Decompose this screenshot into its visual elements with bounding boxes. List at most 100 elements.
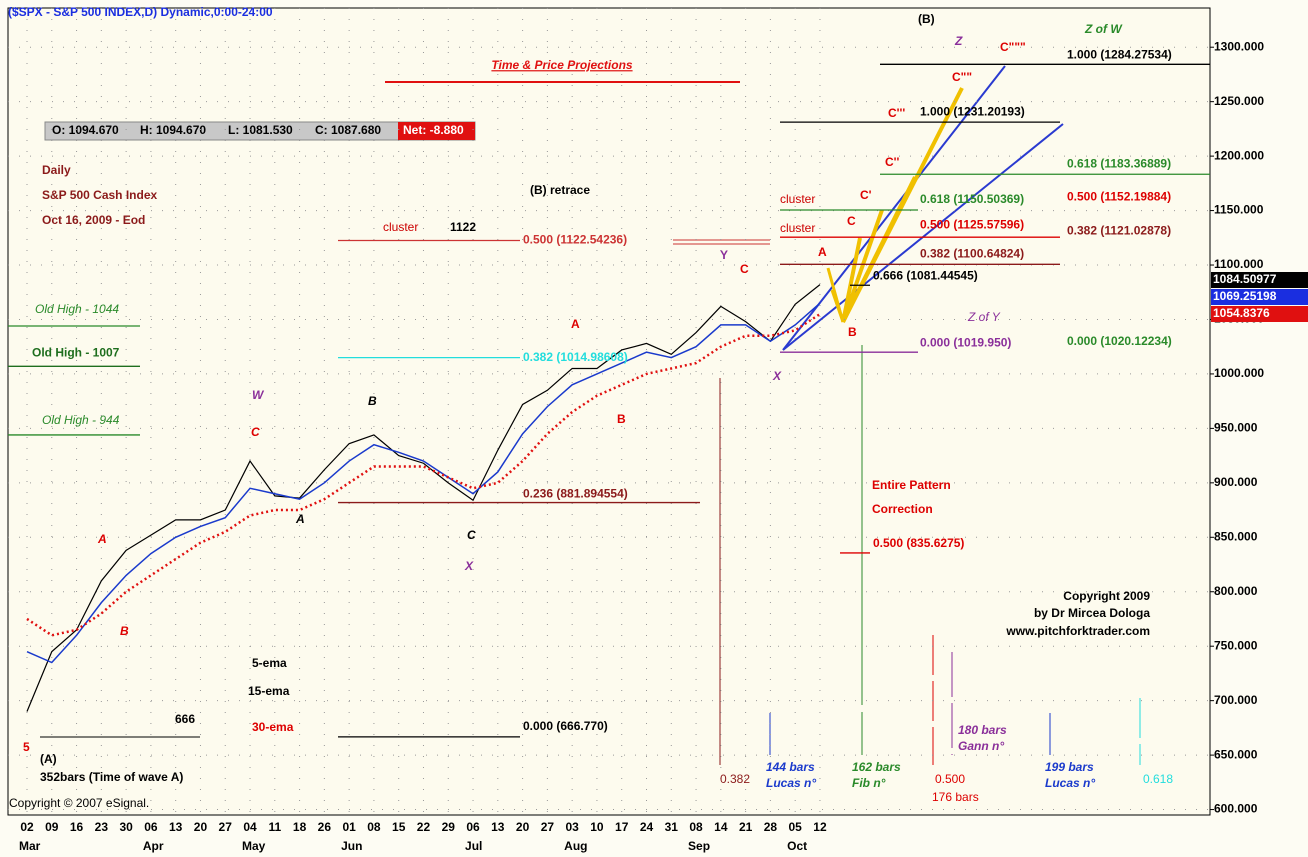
annotation: 352bars (Time of wave A) (40, 770, 183, 784)
annotation: A (97, 532, 107, 546)
legend-label: 5-ema (252, 656, 287, 670)
month-label: May (242, 839, 266, 853)
annotation: 180 bars (958, 723, 1007, 737)
x-tick-label: 22 (417, 820, 431, 834)
annotation: C''' (888, 106, 905, 120)
level-label: 0.500 (1125.57596) (920, 217, 1024, 231)
projection-arrow (782, 65, 1006, 351)
annotation: X (464, 559, 474, 573)
level-label: 0.618 (1183.36889) (1067, 156, 1171, 170)
ohlc-close: C: 1087.680 (315, 123, 381, 137)
annotation: C' (860, 188, 872, 202)
x-tick-label: 24 (640, 820, 654, 834)
x-tick-label: 08 (689, 820, 703, 834)
annotation: (B) retrace (530, 183, 590, 197)
annotation: Lucas n° (1045, 776, 1095, 790)
decorations (40, 65, 1141, 765)
annotation: (B) (918, 12, 935, 26)
x-tick-label: 20 (516, 820, 530, 834)
level-label: 0.500 (1122.54236) (523, 233, 627, 247)
annotation: Gann n° (958, 739, 1004, 753)
y-tick-label: 750.000 (1214, 638, 1258, 652)
y-tick-label: 900.000 (1214, 475, 1258, 489)
annotation: C (467, 528, 476, 542)
price-flag-label: 1069.25198 (1213, 289, 1277, 303)
annotation: 176 bars (932, 790, 979, 804)
x-tick-label: 06 (466, 820, 480, 834)
x-tick-label: 18 (293, 820, 307, 834)
ohlc-net: Net: -8.880 (403, 123, 464, 137)
annotation: 0.500 (935, 772, 965, 786)
month-label: Jul (465, 839, 482, 853)
esignal-copyright: Copyright © 2007 eSignal. (9, 796, 149, 810)
y-tick-label: 700.000 (1214, 693, 1258, 707)
annotation: W (252, 388, 265, 402)
annotation: 1122 (450, 220, 476, 234)
ohlc-open: O: 1094.670 (52, 123, 119, 137)
x-tick-label: 31 (665, 820, 679, 834)
x-tick-label: 26 (318, 820, 332, 834)
annotation: 199 bars (1045, 760, 1094, 774)
projection-arrow (841, 237, 862, 323)
month-label: Jun (341, 839, 362, 853)
level-label: Old High - 1044 (35, 302, 119, 316)
x-tick-label: 29 (442, 820, 456, 834)
level-label: 0.382 (1014.98608) (523, 350, 628, 364)
annotation: Correction (872, 502, 933, 516)
legend-label: 30-ema (252, 720, 294, 734)
series-line (26, 302, 821, 664)
annotation: C""" (1000, 40, 1026, 54)
annotation: C'' (885, 155, 900, 169)
annotation: Fib n° (852, 776, 886, 790)
info-line: Oct 16, 2009 - Eod (42, 213, 145, 227)
level-label: 1.000 (1284.27534) (1067, 48, 1172, 62)
y-tick-label: 1200.000 (1214, 148, 1264, 162)
level-label: 1.000 (1231.20193) (920, 104, 1025, 118)
level-label: 0.000 (666.770) (523, 719, 608, 733)
info-line: Daily (42, 163, 71, 177)
price-flag (1211, 306, 1308, 322)
x-tick-label: 12 (813, 820, 827, 834)
level-label: 0.666 (1081.44545) (873, 268, 978, 282)
y-tick-label: 1250.000 (1214, 94, 1264, 108)
x-tick-label: 16 (70, 820, 84, 834)
y-tick-label: 1000.000 (1214, 366, 1264, 380)
annotation: cluster (780, 221, 815, 235)
level-label: 0.500 (1152.19884) (1067, 189, 1171, 203)
annotation: B (120, 624, 129, 638)
price-flag (1211, 272, 1308, 288)
annotation: A (571, 317, 580, 331)
level-label: 0.000 (1020.12234) (1067, 334, 1172, 348)
annotation: 162 bars (852, 760, 901, 774)
level-label: 0.618 (1150.50369) (920, 192, 1024, 206)
x-tick-label: 30 (119, 820, 133, 834)
x-tick-label: 10 (590, 820, 604, 834)
annotation: cluster (780, 192, 815, 206)
copyright-line: Copyright 2009 (1063, 589, 1150, 603)
x-tick-label: 03 (565, 820, 579, 834)
ohlc-low: L: 1081.530 (228, 123, 293, 137)
net-box (398, 122, 475, 140)
info-line: S&P 500 Cash Index (42, 188, 157, 202)
x-tick-label: 11 (268, 820, 281, 834)
annotation: 144 bars (766, 760, 815, 774)
legend-label: 15-ema (248, 684, 290, 698)
annotation: X (772, 369, 782, 383)
x-tick-label: 27 (541, 820, 555, 834)
annotation: Entire Pattern (872, 478, 951, 492)
price-flag-label: 1084.50977 (1213, 272, 1277, 286)
price-flag (1211, 289, 1308, 305)
y-tick-label: 950.000 (1214, 421, 1258, 435)
x-tick-label: 14 (714, 820, 728, 834)
level-label: 0.500 (835.6275) (873, 536, 964, 550)
annotation: Z of W (1084, 22, 1123, 36)
projection-arrow (841, 176, 917, 323)
x-tick-label: 13 (491, 820, 505, 834)
x-tick-label: 15 (392, 820, 406, 834)
ohlc-high: H: 1094.670 (140, 123, 206, 137)
x-tick-label: 05 (789, 820, 803, 834)
annotation: cluster (383, 220, 418, 234)
x-tick-label: 04 (243, 820, 257, 834)
month-label: Apr (143, 839, 164, 853)
